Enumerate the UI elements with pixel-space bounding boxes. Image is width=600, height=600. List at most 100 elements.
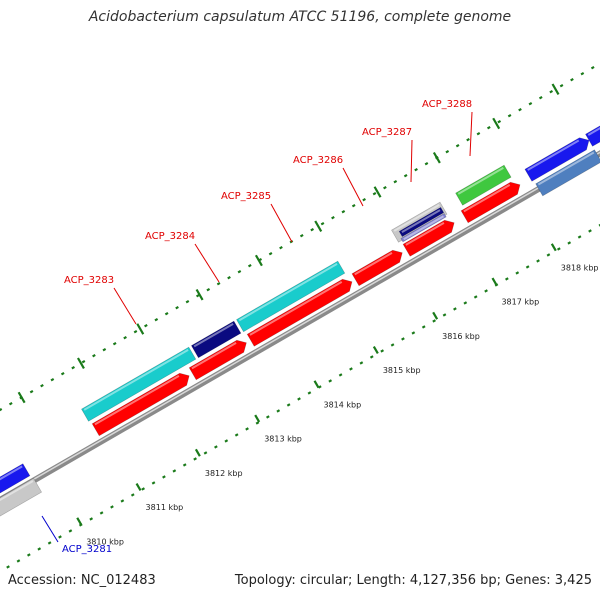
cds-arrow-4 [351, 249, 403, 287]
tick-mark [432, 319, 436, 323]
tick-mark [536, 259, 540, 263]
gene-acp-3287-highlight [393, 203, 440, 232]
tick-mark [60, 371, 65, 376]
tick-mark [383, 185, 387, 190]
gene-blue-right-highlight [527, 139, 580, 171]
tick-mark [338, 373, 343, 377]
tick-mark [577, 235, 582, 239]
gene-label-acp-3281-leader [41, 515, 59, 543]
tick-mark [414, 167, 418, 172]
tick-mark [193, 457, 197, 461]
tick-mark [175, 305, 179, 310]
gene-acp-3281 [0, 463, 31, 494]
tick-mark [320, 221, 325, 226]
tick-mark [484, 289, 488, 293]
tick-mark [130, 493, 135, 497]
cds-arrow-5-highlight [405, 222, 445, 246]
kbp-label: 3817 kbp [501, 298, 539, 307]
tick-mark [588, 229, 592, 233]
cds-arrow-6 [460, 181, 521, 224]
tick-mark [58, 535, 62, 539]
tick-mark [286, 403, 291, 407]
tick-mark [590, 65, 595, 70]
tick-mark [237, 269, 242, 274]
cds-arrow-5 [402, 219, 455, 257]
kbp-label: 3815 kbp [383, 366, 421, 375]
tick-mark [203, 451, 208, 455]
tick-mark [401, 337, 405, 341]
tick-mark [369, 355, 374, 359]
tick-mark [463, 301, 468, 305]
gene-label-acp-3283-leader [113, 287, 137, 325]
outer-major-tick [432, 151, 441, 164]
tick-mark [102, 347, 107, 352]
tick-mark [16, 559, 21, 563]
tick-mark [403, 173, 408, 178]
tick-mark [528, 101, 533, 106]
tick-mark [359, 361, 364, 365]
major-tick [550, 243, 557, 252]
outer-major-tick [314, 220, 323, 232]
gene-label-acp-3287-leader [410, 139, 413, 183]
gene-acp-3285 [236, 260, 346, 333]
gene-acp-3284 [190, 320, 242, 359]
gene-blue-far-right-highlight [587, 127, 600, 136]
tick-mark [164, 311, 169, 316]
cds-arrow-6-highlight [463, 184, 511, 213]
tick-mark [507, 113, 512, 118]
gene-label-acp-3285: ACP_3285 [221, 191, 271, 202]
tick-mark [453, 307, 457, 311]
tick-mark [497, 119, 502, 124]
tick-mark [525, 265, 530, 269]
tick-mark [214, 445, 218, 449]
tick-mark [310, 227, 315, 232]
tick-mark [580, 71, 585, 76]
tick-mark [421, 325, 426, 329]
gene-label-acp-3288-leader [469, 111, 473, 157]
outer-major-tick [254, 254, 263, 267]
tick-mark [276, 409, 281, 413]
gene-label-acp-3288: ACP_3288 [422, 99, 472, 110]
tick-mark [515, 271, 520, 275]
tick-mark [68, 529, 73, 533]
kbp-label: 3818 kbp [561, 263, 599, 272]
tick-mark [390, 343, 395, 347]
tick-mark [89, 517, 94, 521]
gene-acp-3287-edge [400, 213, 447, 243]
tick-mark [71, 365, 75, 370]
tick-mark [185, 299, 190, 304]
tick-mark [307, 391, 312, 395]
cds-arrow-3-highlight [249, 281, 343, 336]
cds-arrow-4-highlight [354, 252, 393, 276]
inner-tick-track [6, 223, 600, 569]
major-tick [254, 414, 261, 423]
gene-label-acp-3284-leader [194, 243, 220, 283]
tick-mark [172, 469, 177, 473]
cds-arrow-1 [91, 372, 190, 437]
tick-mark [372, 191, 377, 196]
major-tick [491, 277, 498, 286]
kbp-label: 3814 kbp [324, 400, 362, 409]
gene-acp-3288-highlight [457, 166, 504, 195]
tick-mark [297, 397, 301, 401]
gene-acp-3285-highlight [238, 262, 338, 322]
tick-mark [47, 541, 52, 545]
major-tick [372, 345, 379, 354]
cds-arrow-2-highlight [191, 342, 237, 370]
tick-mark [538, 95, 543, 100]
tick-mark [144, 323, 148, 328]
tick-mark [6, 565, 10, 569]
tick-mark [26, 553, 31, 557]
tick-mark [455, 143, 460, 148]
kbp-labels: 3810 kbp 3811 kbp 3812 kbp 3813 kbp 3814 kbp… [76, 243, 599, 546]
outer-major-tick [551, 83, 560, 95]
gene-gray-left-highlight [0, 480, 34, 502]
gene-acp-3288 [455, 164, 512, 206]
kbp-label: 3813 kbp [264, 435, 302, 444]
major-tick [135, 482, 142, 491]
tick-mark [556, 247, 561, 251]
gene-steel-right-highlight [537, 151, 595, 186]
tick-mark [162, 475, 166, 479]
kbp-label: 3811 kbp [146, 503, 184, 512]
